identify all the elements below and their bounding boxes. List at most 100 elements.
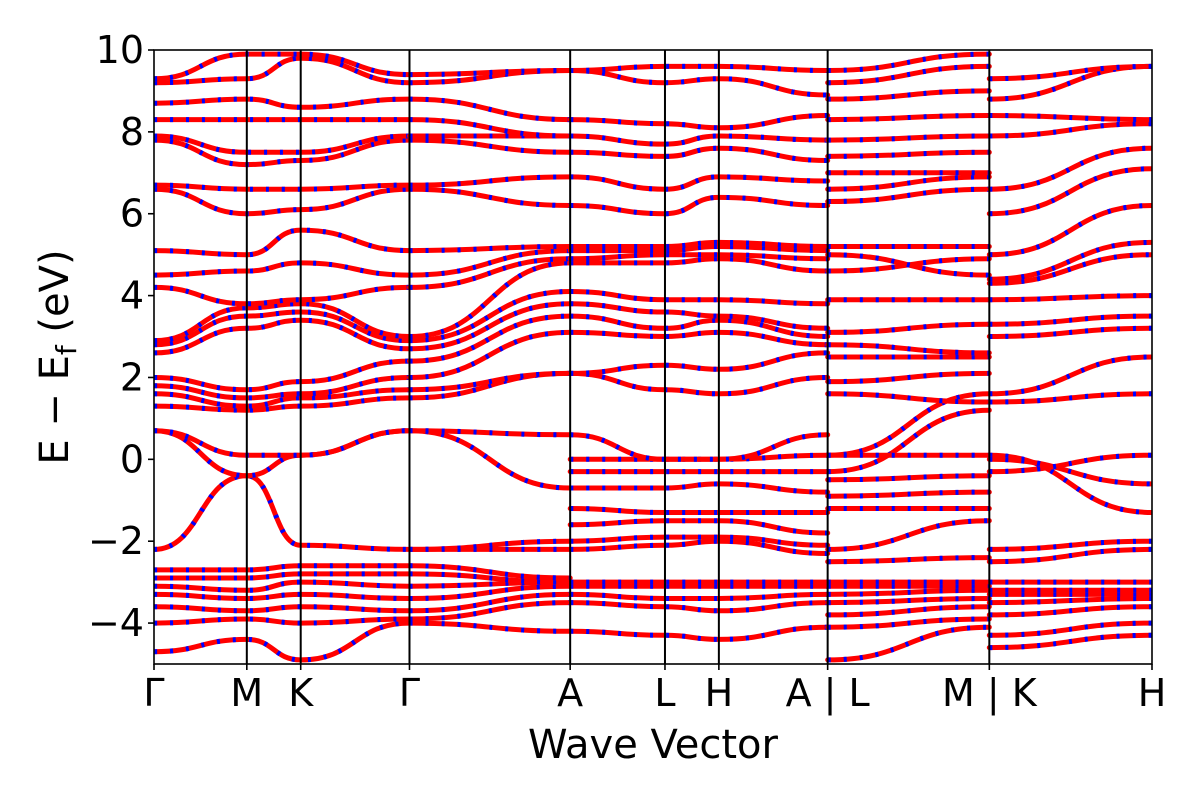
band-line-spin-up (409, 96, 571, 123)
band-line-spin-down (567, 370, 831, 397)
band-line-spin-up (409, 117, 571, 139)
band-line-spin-up (154, 133, 410, 155)
band-line-spin-down (154, 473, 412, 552)
band-line-spin-down (154, 387, 412, 409)
band-line-spin-down (986, 145, 1152, 192)
band-line-spin-up (827, 370, 990, 385)
band-line-spin-up (570, 624, 828, 642)
band-line-spin-up (409, 289, 571, 344)
band-line-spin-up (989, 456, 1152, 487)
y-axis-title: E − Ef (eV) (32, 249, 83, 464)
band-line-spin-up (570, 63, 828, 73)
band-line-spin-up (409, 137, 571, 155)
band-line-spin-up (409, 244, 571, 254)
band-line-spin-down (567, 329, 831, 348)
band-line-spin-up (570, 243, 828, 254)
band-line-spin-up (989, 538, 1152, 552)
band-line-spin-up (827, 596, 990, 606)
x-tick-label: H (1138, 671, 1167, 715)
band-line-spin-up (570, 591, 828, 601)
band-line-spin-down (154, 591, 412, 601)
band-line-spin-up (409, 620, 571, 634)
band-line-spin-up (409, 583, 571, 601)
band-line-spin-up (409, 68, 571, 86)
band-line-spin-up (827, 252, 990, 278)
band-line-spin-up (570, 252, 828, 262)
band-line-spin-down (986, 252, 1152, 286)
band-line-spin-up (827, 518, 990, 552)
y-tick-label: −4 (88, 601, 144, 645)
y-axis-title-unit: (eV) (32, 249, 78, 345)
band-line-spin-down (825, 407, 992, 475)
band-line-spin-down (154, 563, 412, 573)
band-line-spin-up (570, 301, 828, 331)
band-line-spin-up (989, 546, 1152, 565)
band-line-spin-up (827, 616, 990, 630)
x-tick-label: Γ (143, 671, 164, 715)
band-line-spin-up (570, 133, 828, 147)
band-line-spin-down (407, 313, 573, 364)
band-line-spin-down (154, 616, 412, 626)
band-line-spin-up (154, 473, 410, 552)
band-line-spin-up (570, 534, 828, 548)
band-line-spin-up (989, 452, 1152, 475)
x-tick-label: A | L (786, 671, 870, 716)
band-line-spin-down (154, 227, 412, 258)
band-line-spin-up (989, 166, 1152, 217)
band-line-spin-down (407, 428, 573, 491)
x-tick-label: L (654, 671, 675, 715)
bands-layer (154, 51, 1152, 663)
y-tick-label: 8 (120, 110, 144, 154)
band-line-spin-up (989, 203, 1152, 258)
band-line-spin-up (827, 489, 990, 499)
band-line-spin-up (989, 293, 1152, 303)
band-line-spin-down (567, 145, 831, 163)
band-line-spin-down (567, 68, 831, 98)
band-line-spin-down (567, 313, 831, 339)
band-line-spin-up (409, 248, 571, 278)
band-line-spin-up (154, 260, 410, 278)
band-line-spin-up (827, 174, 990, 192)
band-line-spin-down (154, 51, 412, 82)
band-line-spin-up (827, 51, 990, 73)
band-line-spin-up (570, 506, 828, 516)
x-tick-label: M (230, 671, 263, 715)
band-line-spin-up (989, 620, 1152, 638)
band-line-spin-down (154, 301, 412, 344)
band-line-spin-up (409, 428, 571, 438)
band-line-spin-up (827, 342, 990, 356)
band-line-spin-up (409, 571, 571, 585)
x-tick-label: A (557, 671, 583, 715)
band-line-spin-up (827, 555, 990, 565)
y-tick-label: −2 (88, 519, 144, 563)
band-line-spin-up (154, 284, 410, 307)
band-line-spin-up (827, 149, 990, 159)
band-line-spin-up (409, 579, 571, 589)
band-line-spin-up (409, 174, 571, 188)
band-line-spin-up (827, 113, 990, 123)
band-line-spin-down (407, 329, 573, 380)
band-line-spin-up (827, 473, 990, 483)
band-line-spin-down (154, 428, 412, 458)
band-line-spin-up (989, 632, 1152, 651)
band-line-spin-up (989, 596, 1152, 606)
band-line-spin-up (154, 375, 410, 401)
band-line-spin-down (407, 260, 573, 339)
band-line-spin-up (154, 55, 410, 86)
band-line-spin-up (989, 604, 1152, 618)
band-line-spin-up (570, 350, 828, 376)
band-line-spin-up (409, 68, 571, 78)
band-line-spin-down (567, 289, 831, 307)
band-line-spin-down (986, 452, 1152, 515)
band-line-spin-up (827, 587, 990, 597)
band-line-spin-up (989, 113, 1152, 123)
band-line-spin-down (986, 239, 1152, 282)
band-line-spin-up (827, 133, 990, 143)
band-line-spin-up (827, 88, 990, 102)
y-tick-label: 10 (96, 28, 144, 72)
band-line-spin-up (570, 432, 828, 462)
band-line-spin-down (154, 186, 412, 217)
band-line-spin-down (154, 620, 412, 663)
band-line-spin-down (567, 194, 831, 217)
